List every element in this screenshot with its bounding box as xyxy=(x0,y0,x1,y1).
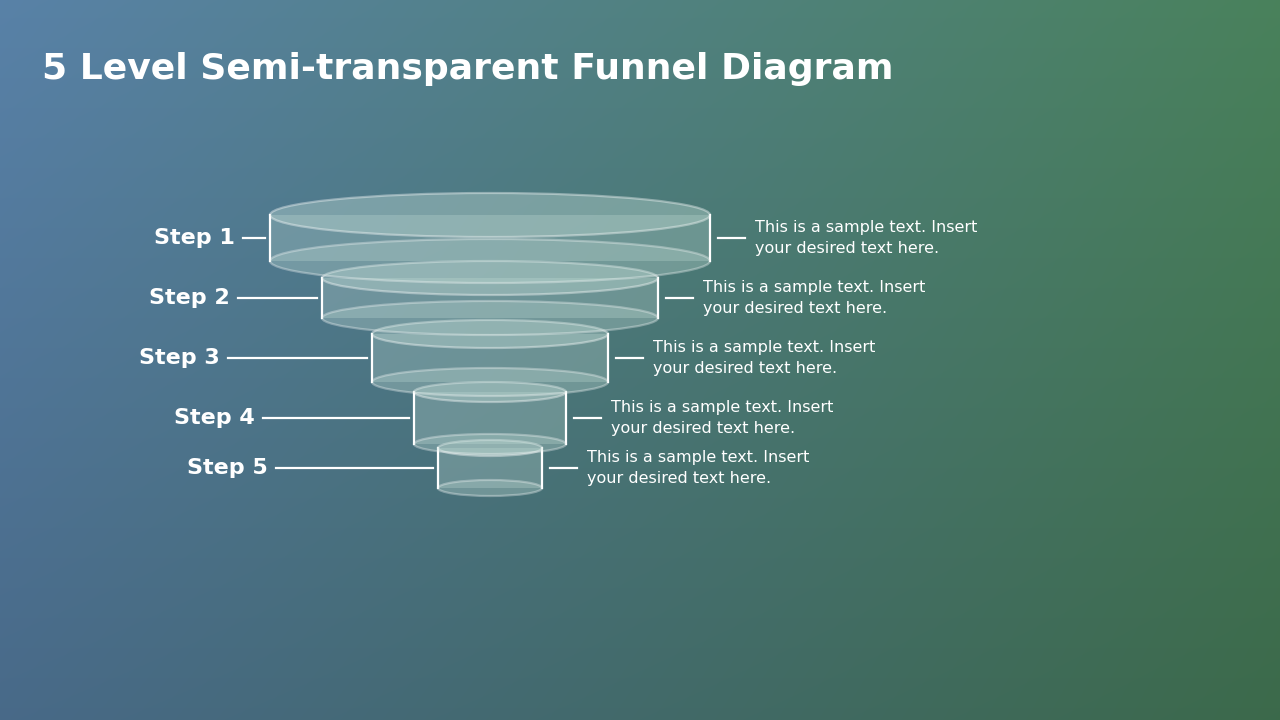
Ellipse shape xyxy=(270,193,710,237)
Text: Step 4: Step 4 xyxy=(174,408,255,428)
Text: Step 2: Step 2 xyxy=(150,288,230,308)
Ellipse shape xyxy=(270,239,710,283)
Polygon shape xyxy=(413,392,566,444)
Text: Step 1: Step 1 xyxy=(154,228,236,248)
Polygon shape xyxy=(372,334,608,382)
Text: This is a sample text. Insert
your desired text here.: This is a sample text. Insert your desir… xyxy=(703,280,925,315)
Text: This is a sample text. Insert
your desired text here.: This is a sample text. Insert your desir… xyxy=(755,220,978,256)
Polygon shape xyxy=(270,215,710,261)
Ellipse shape xyxy=(413,382,566,402)
Ellipse shape xyxy=(438,440,541,456)
Text: This is a sample text. Insert
your desired text here.: This is a sample text. Insert your desir… xyxy=(611,400,833,436)
Text: This is a sample text. Insert
your desired text here.: This is a sample text. Insert your desir… xyxy=(588,450,809,486)
Ellipse shape xyxy=(323,301,658,335)
Text: 5 Level Semi-transparent Funnel Diagram: 5 Level Semi-transparent Funnel Diagram xyxy=(42,52,893,86)
Ellipse shape xyxy=(323,261,658,295)
Polygon shape xyxy=(438,448,541,488)
Polygon shape xyxy=(323,278,658,318)
Text: This is a sample text. Insert
your desired text here.: This is a sample text. Insert your desir… xyxy=(653,341,876,376)
Text: Step 5: Step 5 xyxy=(187,458,268,478)
Ellipse shape xyxy=(372,320,608,348)
Ellipse shape xyxy=(438,480,541,496)
Ellipse shape xyxy=(413,434,566,454)
Text: Step 3: Step 3 xyxy=(140,348,220,368)
Ellipse shape xyxy=(372,368,608,396)
